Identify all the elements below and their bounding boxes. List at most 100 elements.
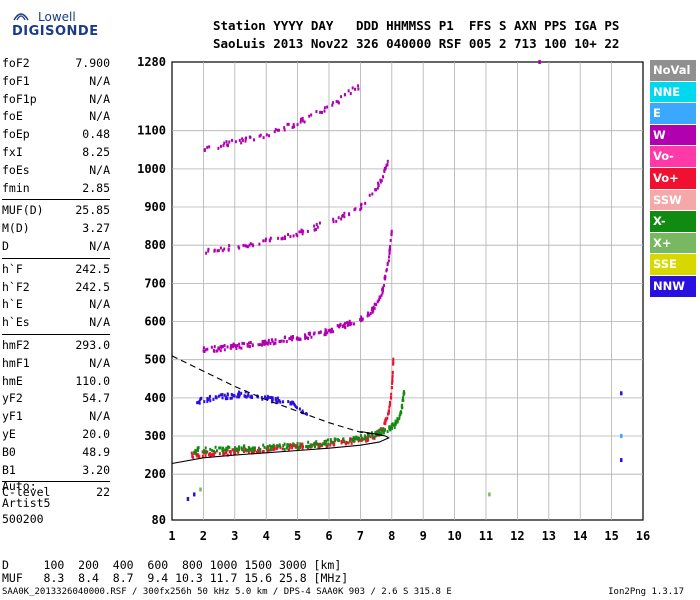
param-value: 0.48 <box>82 127 110 142</box>
trace-point <box>391 422 394 426</box>
trace-point <box>390 233 393 237</box>
trace-point <box>222 143 225 147</box>
trace-point <box>244 390 247 394</box>
trace-point <box>260 396 263 400</box>
trace-point <box>209 394 212 398</box>
trace-point <box>393 424 396 428</box>
trace-point <box>380 432 383 436</box>
trace-point <box>385 269 388 273</box>
trace-point <box>296 441 299 445</box>
trace-point <box>225 395 228 399</box>
isolated-point <box>538 60 541 64</box>
param-value: 22 <box>96 485 110 500</box>
trace-point <box>308 114 311 118</box>
trace-point <box>208 145 211 149</box>
trace-point <box>255 450 258 454</box>
trace-point <box>281 447 284 451</box>
trace-point <box>291 446 294 450</box>
param-label: h`E <box>2 297 23 312</box>
trace-point <box>342 213 345 217</box>
trace-point <box>206 347 209 351</box>
trace-point <box>390 396 393 400</box>
param-label: foE <box>2 109 23 124</box>
trace-point <box>258 134 261 138</box>
trace-point <box>357 439 360 443</box>
trace-point <box>276 444 279 448</box>
trace-point <box>301 447 304 451</box>
trace-point <box>376 186 379 190</box>
trace-point <box>375 303 378 307</box>
trace-point <box>390 424 393 428</box>
trace-point <box>223 348 226 352</box>
trace-point <box>388 255 391 259</box>
trace-point <box>265 133 268 137</box>
trace-point <box>390 426 393 430</box>
trace-point <box>269 445 272 449</box>
trace-point <box>207 398 210 402</box>
param-label: h`F2 <box>2 279 30 294</box>
param-label: foF1 <box>2 73 30 88</box>
trace-point <box>331 103 334 107</box>
legend-item: Vo+ <box>650 167 696 189</box>
trace-point <box>264 339 267 343</box>
trace-point <box>280 339 283 343</box>
trace-point <box>225 451 228 455</box>
trace-point <box>238 390 241 394</box>
y-tick-label: 400 <box>144 391 166 405</box>
trace-point <box>371 433 374 437</box>
trace-point <box>243 445 246 449</box>
trace-point <box>304 336 307 340</box>
x-tick-label: 4 <box>263 529 270 543</box>
trace-point <box>269 236 272 240</box>
trace-point <box>196 448 199 452</box>
trace-point <box>209 447 212 451</box>
trace-point <box>244 244 247 248</box>
trace-point <box>223 344 226 348</box>
muf-distance-row: D 100 200 400 600 800 1000 1500 3000 [km… <box>2 558 342 572</box>
trace-point <box>277 128 280 132</box>
param-row: B0 48.9 <box>2 444 110 462</box>
trace-point <box>261 339 264 343</box>
x-tick-label: 10 <box>447 529 461 543</box>
y-tick-label: 600 <box>144 315 166 329</box>
trace-point <box>221 392 224 396</box>
param-row: C-level 22 <box>2 484 110 502</box>
trace-point <box>298 337 301 341</box>
trace-point <box>266 397 269 401</box>
trace-point <box>201 454 204 458</box>
auto-version: 500200 <box>2 512 44 526</box>
trace-point <box>371 192 374 196</box>
legend-item: E <box>650 103 696 124</box>
trace-point <box>303 120 306 124</box>
trace-point <box>391 374 394 378</box>
trace-point <box>233 394 236 398</box>
y-tick-label: 700 <box>144 276 166 290</box>
trace-point <box>316 225 319 229</box>
trace-point <box>199 397 202 401</box>
trace-point <box>262 239 265 243</box>
param-row: fxI 8.25 <box>2 144 110 162</box>
trace-point <box>266 342 269 346</box>
trace-point <box>349 323 352 327</box>
trace-point <box>245 244 248 248</box>
trace-point <box>287 122 290 126</box>
trace-point <box>366 435 369 439</box>
trace-point <box>202 349 205 353</box>
trace-point <box>204 348 207 352</box>
trace-point <box>315 110 318 114</box>
trace-point <box>223 247 226 251</box>
trace-point <box>226 345 229 349</box>
trace-point <box>315 440 318 444</box>
trace-point <box>212 348 215 352</box>
trace-point <box>326 105 329 109</box>
trace-point <box>217 394 220 398</box>
param-value: 110.0 <box>75 373 110 388</box>
trace-point <box>196 453 199 457</box>
trace-point <box>347 89 350 93</box>
trace-point <box>252 446 255 450</box>
y-tick-labels: 80 200 300 400 500 600 700 800 900 1000 1100 1280 <box>137 55 166 527</box>
trace-point <box>224 397 227 401</box>
trace-point <box>323 109 326 113</box>
trace-point <box>377 429 380 433</box>
param-label: yF1 <box>2 409 23 424</box>
